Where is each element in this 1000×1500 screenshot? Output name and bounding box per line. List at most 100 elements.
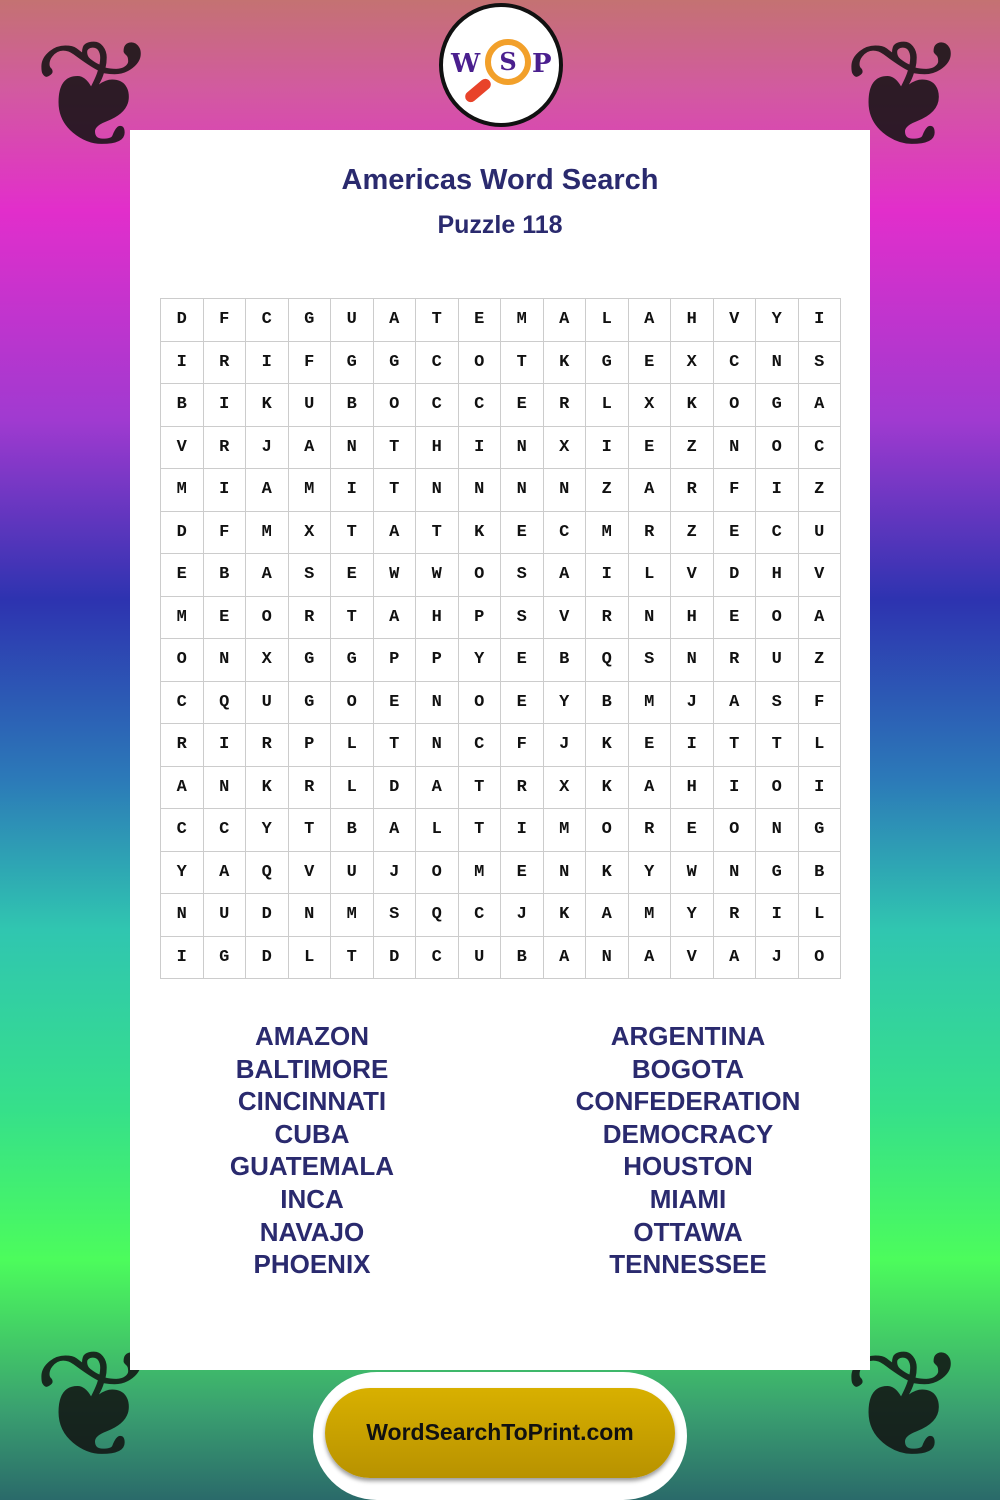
- grid-cell: J: [373, 851, 416, 894]
- grid-cell: R: [246, 724, 289, 767]
- grid-cell: I: [246, 341, 289, 384]
- grid-cell: Z: [671, 511, 714, 554]
- grid-cell: X: [628, 384, 671, 427]
- word-list-right: ARGENTINA BOGOTA CONFEDERATION DEMOCRACY HOU…: [508, 1020, 868, 1281]
- grid-cell: A: [798, 384, 841, 427]
- grid-cell: Z: [586, 469, 629, 512]
- word-list-left: AMAZON BALTIMORE CINCINNATI CUBA GUATEMALA IN…: [132, 1020, 492, 1281]
- grid-cell: F: [798, 681, 841, 724]
- grid-cell: E: [501, 511, 544, 554]
- grid-cell: X: [671, 341, 714, 384]
- word-list-item: INCA: [280, 1183, 344, 1214]
- word-list-item: BOGOTA: [631, 1053, 745, 1084]
- grid-cell: I: [501, 809, 544, 852]
- grid-cell: T: [501, 341, 544, 384]
- grid-cell: E: [161, 554, 204, 597]
- grid-cell: F: [288, 341, 331, 384]
- grid-cell: T: [288, 809, 331, 852]
- grid-cell: G: [756, 851, 799, 894]
- grid-cell: J: [501, 894, 544, 937]
- grid-cell: T: [373, 724, 416, 767]
- grid-cell: H: [671, 596, 714, 639]
- grid-cell: E: [501, 639, 544, 682]
- grid-cell: C: [416, 936, 459, 979]
- grid-cell: X: [246, 639, 289, 682]
- grid-cell: C: [161, 681, 204, 724]
- grid-cell: I: [458, 426, 501, 469]
- grid-cell: N: [756, 809, 799, 852]
- grid-cell: T: [416, 299, 459, 342]
- word-list-item: CONFEDERATION: [575, 1086, 801, 1117]
- grid-cell: B: [501, 936, 544, 979]
- grid-cell: A: [373, 596, 416, 639]
- grid-cell: N: [671, 639, 714, 682]
- grid-cell: V: [713, 299, 756, 342]
- grid-cell: G: [586, 341, 629, 384]
- grid-cell: A: [543, 936, 586, 979]
- grid-cell: M: [161, 469, 204, 512]
- grid-cell: U: [331, 851, 374, 894]
- grid-cell: G: [288, 681, 331, 724]
- logo-letter-w: W: [451, 49, 481, 79]
- grid-cell: Q: [586, 639, 629, 682]
- word-list-item: MIAMI: [649, 1183, 727, 1214]
- grid-cell: K: [246, 384, 289, 427]
- grid-cell: T: [458, 766, 501, 809]
- grid-cell: P: [458, 596, 501, 639]
- grid-cell: A: [586, 894, 629, 937]
- grid-cell: O: [713, 809, 756, 852]
- grid-cell: I: [203, 724, 246, 767]
- grid-cell: O: [713, 384, 756, 427]
- grid-cell: O: [756, 766, 799, 809]
- grid-cell: N: [161, 894, 204, 937]
- grid-cell: V: [671, 936, 714, 979]
- grid-cell: T: [331, 596, 374, 639]
- puzzle-panel: [130, 130, 870, 1370]
- grid-cell: N: [713, 851, 756, 894]
- grid-cell: G: [798, 809, 841, 852]
- grid-cell: K: [671, 384, 714, 427]
- grid-cell: A: [246, 469, 289, 512]
- grid-cell: J: [756, 936, 799, 979]
- grid-cell: A: [373, 809, 416, 852]
- grid-cell: F: [501, 724, 544, 767]
- grid-cell: F: [203, 299, 246, 342]
- grid-cell: G: [373, 341, 416, 384]
- grid-cell: S: [288, 554, 331, 597]
- grid-cell: K: [458, 511, 501, 554]
- grid-cell: U: [331, 299, 374, 342]
- grid-cell: W: [671, 851, 714, 894]
- grid-cell: N: [416, 469, 459, 512]
- grid-cell: E: [628, 724, 671, 767]
- grid-cell: A: [543, 299, 586, 342]
- grid-cell: I: [671, 724, 714, 767]
- grid-cell: Y: [458, 639, 501, 682]
- grid-cell: O: [161, 639, 204, 682]
- grid-cell: R: [161, 724, 204, 767]
- grid-cell: E: [628, 341, 671, 384]
- grid-cell: D: [373, 936, 416, 979]
- grid-cell: Y: [161, 851, 204, 894]
- word-list-item: CINCINNATI: [237, 1086, 387, 1117]
- grid-cell: I: [756, 894, 799, 937]
- grid-cell: Q: [203, 681, 246, 724]
- grid-cell: E: [331, 554, 374, 597]
- grid-cell: R: [543, 384, 586, 427]
- grid-cell: A: [416, 766, 459, 809]
- grid-cell: N: [416, 724, 459, 767]
- grid-cell: P: [373, 639, 416, 682]
- grid-cell: A: [628, 766, 671, 809]
- grid-cell: C: [543, 511, 586, 554]
- grid-cell: I: [798, 299, 841, 342]
- grid-cell: Q: [246, 851, 289, 894]
- grid-cell: A: [373, 511, 416, 554]
- grid-cell: N: [203, 766, 246, 809]
- site-link-button[interactable]: WordSearchToPrint.com: [325, 1388, 675, 1478]
- grid-cell: Q: [416, 894, 459, 937]
- grid-cell: H: [671, 299, 714, 342]
- grid-cell: A: [628, 469, 671, 512]
- grid-cell: L: [586, 299, 629, 342]
- grid-cell: R: [501, 766, 544, 809]
- grid-cell: R: [203, 341, 246, 384]
